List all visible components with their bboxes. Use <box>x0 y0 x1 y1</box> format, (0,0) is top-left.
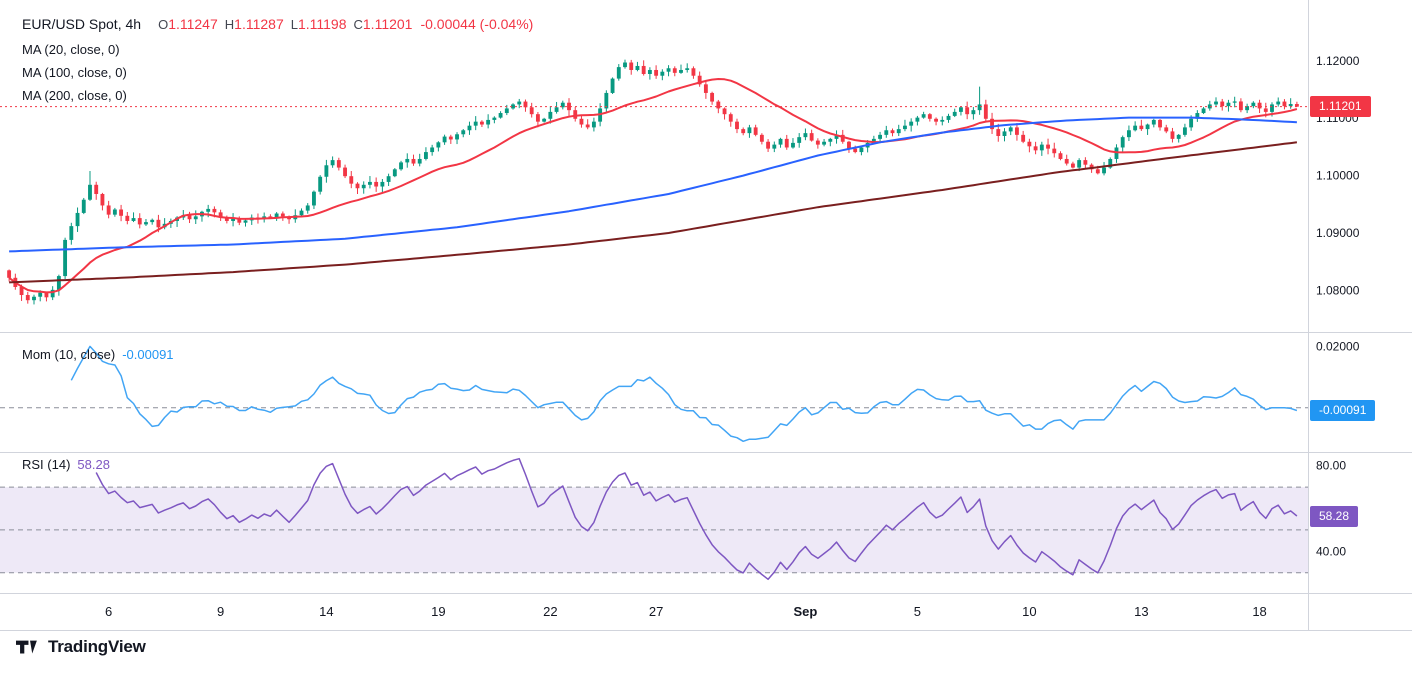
ohlc-close-value: 1.11201 <box>362 16 413 32</box>
tradingview-logo-icon <box>16 640 37 653</box>
ohlc-high-value: 1.11287 <box>234 16 284 32</box>
time-axis-label: Sep <box>793 604 818 619</box>
rsi-panel <box>0 457 1308 581</box>
svg-text:0.02000: 0.02000 <box>1316 340 1360 354</box>
svg-text:1.09000: 1.09000 <box>1316 226 1360 240</box>
ma200-legend[interactable]: MA (200, close, 0) <box>22 88 127 103</box>
main-price-panel <box>0 59 1308 305</box>
time-axis-label: 5 <box>913 604 922 619</box>
rsi-legend-title: RSI (14) <box>22 457 71 472</box>
change-value: -0.00044 (-0.04%) <box>420 16 534 32</box>
svg-text:1.10000: 1.10000 <box>1316 169 1360 183</box>
symbol-title: EUR/USD Spot, 4h <box>22 16 142 32</box>
ohlc-close-key: C <box>353 17 363 32</box>
momentum-legend-value: -0.00091 <box>122 347 174 362</box>
rsi-legend[interactable]: RSI (14) 58.28 <box>22 457 110 472</box>
momentum-legend-title: Mom (10, close) <box>22 347 116 362</box>
time-axis-label: 14 <box>319 604 334 619</box>
rsi-legend-value: 58.28 <box>77 457 110 472</box>
watermark-text: TradingView <box>48 637 146 656</box>
svg-text:1.12000: 1.12000 <box>1316 54 1360 68</box>
time-axis[interactable]: 6 9 14 19 22 27 Sep 5 10 13 18 <box>0 598 1308 628</box>
time-axis-label: 22 <box>543 604 558 619</box>
symbol-legend[interactable]: EUR/USD Spot, 4h O1.11247 H1.11287 L1.11198… <box>22 16 533 32</box>
momentum-legend[interactable]: Mom (10, close) -0.00091 <box>22 347 174 362</box>
time-axis-label: 9 <box>217 604 225 619</box>
ohlc-low-value: 1.11198 <box>297 16 347 32</box>
time-axis-label: 19 <box>431 604 446 619</box>
ohlc-high-key: H <box>224 17 235 32</box>
time-axis-label: 6 <box>105 604 113 619</box>
svg-text:80.00: 80.00 <box>1316 459 1346 473</box>
momentum-panel <box>0 345 1308 443</box>
time-axis-label: 27 <box>648 604 664 619</box>
last-price-badge[interactable]: 1.11201 <box>1310 96 1371 118</box>
ma100-legend[interactable]: MA (100, close, 0) <box>22 65 127 80</box>
time-axis-label: 13 <box>1134 604 1149 619</box>
tradingview-watermark[interactable]: TradingView <box>16 637 146 657</box>
ma20-legend[interactable]: MA (20, close, 0) <box>22 42 120 57</box>
time-axis-label: 10 <box>1022 604 1037 619</box>
ohlc-low-key: L <box>290 17 298 32</box>
time-axis-label: 18 <box>1252 604 1267 619</box>
svg-text:40.00: 40.00 <box>1316 544 1346 558</box>
rsi-value-badge[interactable]: 58.28 <box>1310 505 1359 527</box>
ohlc-open-value: 1.11247 <box>168 16 218 32</box>
momentum-value-badge[interactable]: -0.00091 <box>1310 400 1376 421</box>
svg-text:1.08000: 1.08000 <box>1316 283 1360 297</box>
ohlc-open-key: O <box>158 17 169 32</box>
